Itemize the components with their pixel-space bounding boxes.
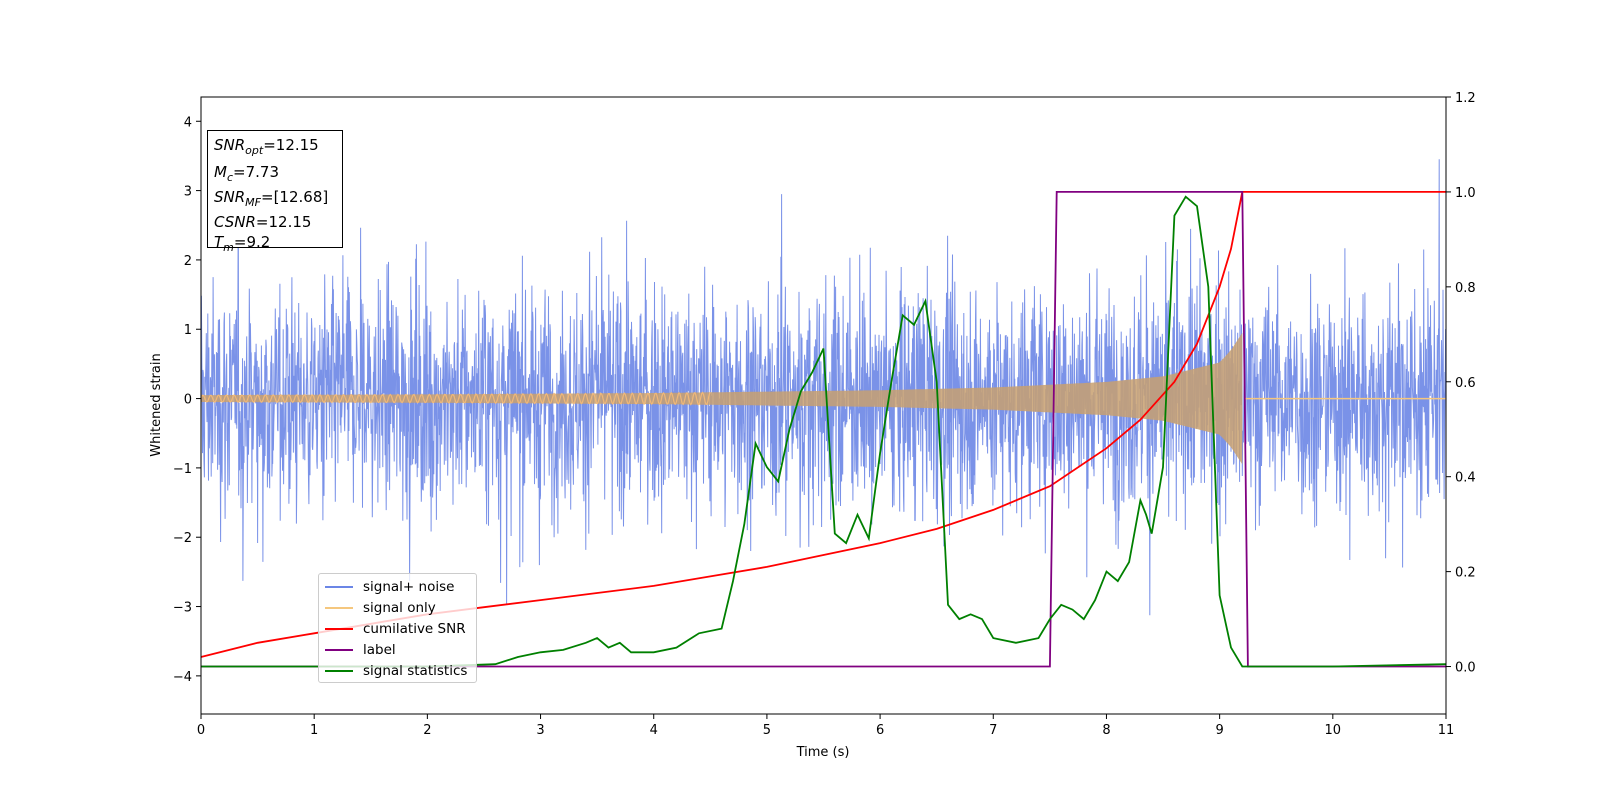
snr-mf-value: [12.68]: [273, 188, 329, 206]
y-right-tick-label: 1.0: [1455, 186, 1476, 201]
y-axis-right: 1.2 1.0 0.8 0.6 0.4 0.2 0.0: [1446, 91, 1476, 676]
y-left-tick-label: 2: [184, 254, 192, 269]
y-right-tick-label: 0.8: [1455, 281, 1476, 296]
tm-line: Tm=9.2: [214, 233, 271, 254]
mc-line: Mc=7.73: [214, 162, 279, 184]
axes-frame: [200, 96, 1447, 715]
x-axis: 0 1 2 3 4 5 6 7 8 9 10 11: [197, 714, 1454, 738]
y-left-tick-label: −3: [173, 601, 192, 616]
legend-swatch: [325, 607, 353, 610]
legend-item: cumilative SNR: [325, 619, 470, 640]
y-right-tick-label: 0.0: [1455, 661, 1476, 676]
x-tick-label: 0: [197, 723, 205, 738]
y-left-tick-label: −4: [173, 670, 192, 685]
legend-swatch: [325, 648, 353, 651]
y-axis-left: 4 3 2 1 0 −1 −2 −3 −4: [173, 115, 201, 685]
signal-only-series: [200, 332, 1446, 465]
y-left-tick-label: 3: [184, 185, 192, 200]
y-right-tick-label: 1.2: [1455, 91, 1476, 106]
legend-item: signal statistics: [325, 660, 470, 681]
legend-label: signal only: [363, 600, 436, 617]
x-axis-label: Time (s): [796, 745, 850, 760]
snr-opt-line: SNRopt=12.15: [214, 136, 319, 157]
x-tick-label: 4: [650, 723, 658, 738]
x-tick-label: 1: [310, 723, 318, 738]
x-tick-label: 9: [1215, 723, 1223, 738]
legend-swatch: [325, 627, 353, 630]
y-right-tick-label: 0.4: [1455, 471, 1476, 486]
snr-mf-line: SNRMF=[12.68]: [214, 188, 329, 209]
legend-item: signal+ noise: [325, 577, 470, 598]
legend-item: label: [325, 639, 470, 660]
legend-label: cumilative SNR: [363, 620, 466, 637]
x-tick-label: 2: [423, 723, 431, 738]
legend-label: signal+ noise: [363, 579, 455, 596]
plot-area: [200, 159, 1447, 668]
info-box: SNRopt=12.15 Mc=7.73 SNRMF=[12.68] CSNR=…: [207, 130, 343, 254]
csnr-value: 12.15: [268, 213, 312, 231]
legend-item: signal only: [325, 598, 470, 619]
y-left-tick-label: −1: [173, 462, 192, 477]
csnr-line: CSNR=12.15: [214, 213, 312, 231]
legend-label: signal statistics: [363, 662, 468, 679]
x-tick-label: 10: [1325, 723, 1342, 738]
y-right-tick-label: 0.2: [1455, 566, 1476, 581]
legend-swatch: [325, 669, 353, 672]
legend: signal+ noise signal only cumilative SNR…: [318, 573, 477, 683]
signal-noise-line: [200, 159, 1447, 616]
legend-swatch: [325, 586, 353, 589]
signal-only-line: [200, 391, 711, 406]
signal-noise-series: [200, 159, 1447, 616]
x-tick-label: 8: [1102, 723, 1110, 738]
signal-statistics-line: [201, 195, 1447, 668]
x-tick-label: 5: [763, 723, 771, 738]
y-left-tick-label: 0: [184, 393, 192, 408]
y-left-tick-label: −2: [173, 531, 192, 546]
y-left-tick-label: 1: [184, 323, 192, 338]
mc-value: 7.73: [245, 162, 279, 181]
tm-value: 9.2: [246, 233, 271, 251]
x-tick-label: 11: [1438, 723, 1455, 738]
snr-opt-value: 12.15: [275, 136, 319, 154]
legend-label: label: [363, 641, 396, 658]
x-tick-label: 3: [536, 723, 544, 738]
y-right-tick-label: 0.6: [1455, 376, 1476, 391]
signal-only-envelope: [201, 332, 1243, 465]
y-axis-label: Whitened strain: [149, 353, 164, 456]
x-tick-label: 7: [989, 723, 997, 738]
y-left-tick-label: 4: [184, 115, 192, 130]
x-tick-label: 6: [876, 723, 884, 738]
